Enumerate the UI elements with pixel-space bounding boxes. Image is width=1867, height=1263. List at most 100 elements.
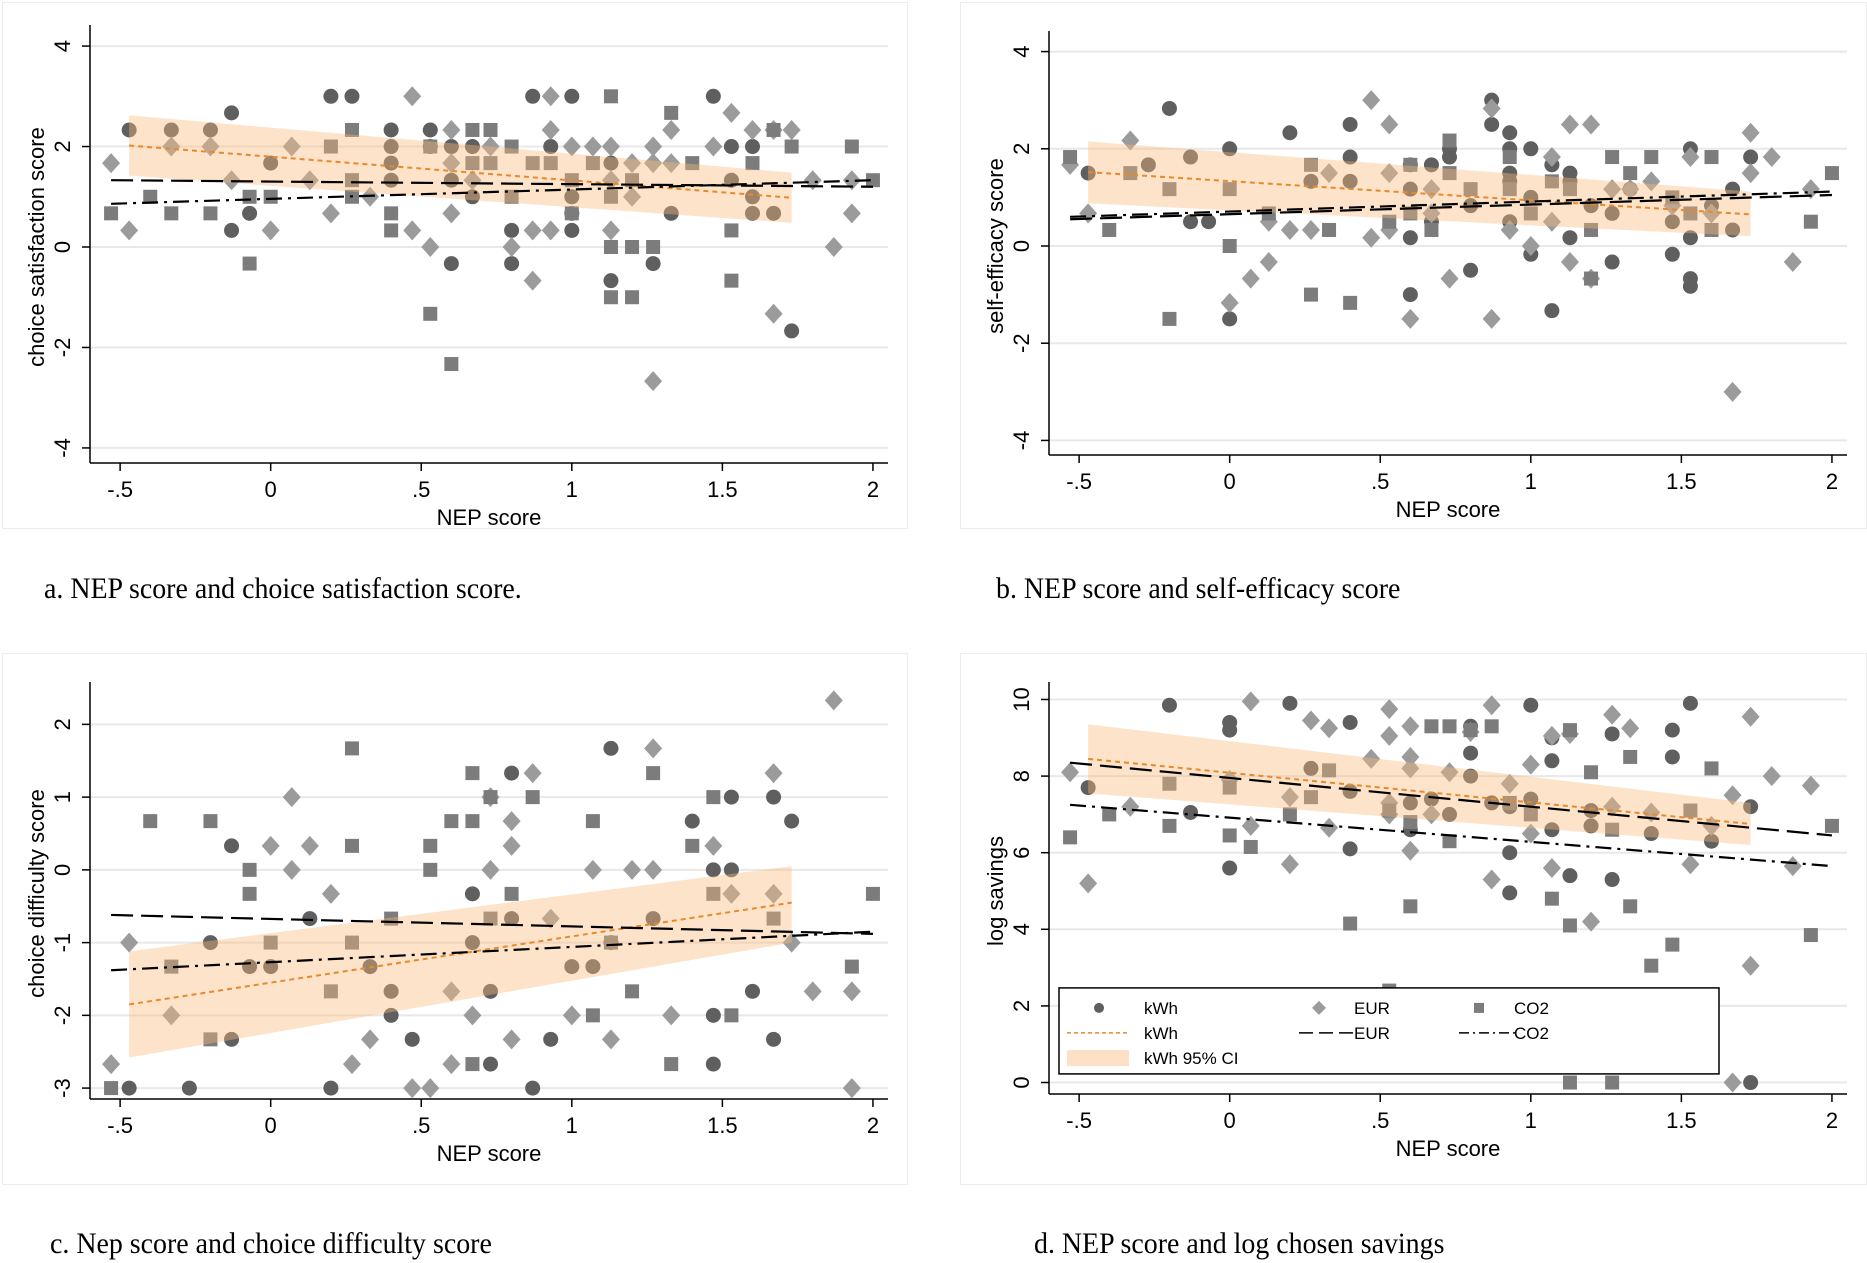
data-point-co2 (1162, 311, 1177, 326)
data-point-kwh (1222, 141, 1238, 157)
data-point-kwh (224, 1031, 240, 1047)
data-point-co2 (483, 156, 498, 171)
data-point-kwh (383, 155, 399, 171)
x-axis-title: NEP score (1396, 497, 1501, 522)
data-point-eur (644, 859, 663, 880)
data-point-eur (644, 136, 663, 157)
data-point-co2 (423, 838, 438, 853)
data-point-co2 (724, 273, 739, 288)
data-point-eur (442, 1054, 461, 1075)
data-point-kwh (1463, 262, 1479, 278)
data-point-co2 (1665, 937, 1680, 952)
y-tick-label: -2 (1009, 333, 1034, 353)
data-point-kwh (1544, 822, 1560, 838)
data-point-kwh (1183, 214, 1199, 230)
data-point-eur (502, 811, 521, 832)
data-point-kwh (383, 122, 399, 138)
legend-label: EUR (1354, 1024, 1390, 1043)
y-tick-label: -2 (50, 1006, 75, 1026)
eur-fit-line (1070, 193, 1832, 221)
legend-box (1058, 987, 1720, 1075)
data-point-kwh (224, 105, 240, 121)
chart-panel-b: -4 -2 0 2 4 -.5 0 .5 1 1.5 2 NEP score self-efficacy… (960, 2, 1867, 529)
data-point-co2 (323, 984, 338, 999)
data-point-eur (1401, 746, 1420, 767)
data-point-co2 (1584, 222, 1599, 237)
data-point-eur (1362, 227, 1381, 248)
y-tick-label: 8 (1009, 770, 1034, 782)
data-point-kwh (525, 88, 541, 104)
data-point-eur (1681, 147, 1700, 168)
data-point-co2 (1584, 765, 1599, 780)
data-point-kwh (705, 1056, 721, 1072)
data-point-kwh (1664, 749, 1680, 765)
data-point-co2 (1463, 182, 1478, 197)
data-point-kwh (705, 862, 721, 878)
data-point-eur (662, 153, 681, 174)
data-point-kwh (1140, 157, 1156, 173)
data-point-co2 (724, 223, 739, 238)
data-point-co2 (203, 814, 218, 829)
data-point-co2 (1584, 271, 1599, 286)
data-point-co2 (1605, 822, 1620, 837)
data-point-co2 (766, 122, 781, 137)
data-point-kwh (1201, 214, 1217, 230)
x-axis-title: NEP score (1396, 1136, 1501, 1161)
data-point-eur (201, 136, 220, 157)
data-point-kwh (744, 139, 760, 155)
data-point-eur (1702, 203, 1721, 224)
data-point-kwh (684, 813, 700, 829)
data-point-eur (1401, 308, 1420, 329)
data-point-kwh (1222, 860, 1238, 876)
data-point-kwh (723, 139, 739, 155)
data-point-eur (782, 932, 801, 953)
kwh-ci-band (1088, 724, 1751, 846)
data-point-co2 (465, 814, 480, 829)
data-point-co2 (1803, 928, 1818, 943)
data-point-co2 (164, 959, 179, 974)
data-point-co2 (344, 838, 359, 853)
data-point-eur (1603, 704, 1622, 725)
data-point-co2 (1063, 830, 1078, 845)
data-point-co2 (865, 173, 880, 188)
data-point-eur (1380, 163, 1399, 184)
data-point-co2 (465, 1057, 480, 1072)
data-point-co2 (1442, 166, 1457, 181)
data-point-eur (342, 1054, 361, 1075)
data-point-eur (623, 859, 642, 880)
eur-fit-line (111, 913, 873, 935)
data-point-eur (120, 932, 139, 953)
data-point-kwh (564, 189, 580, 205)
legend-label: kWh (1144, 999, 1178, 1018)
y-tick-label: -2 (50, 338, 75, 358)
data-point-eur (662, 1005, 681, 1026)
data-point-eur (1723, 1072, 1742, 1093)
data-point-eur (1681, 854, 1700, 875)
data-point-co2 (1502, 182, 1517, 197)
data-point-eur (1542, 211, 1561, 232)
data-point-kwh (323, 88, 339, 104)
data-point-co2 (1162, 818, 1177, 833)
data-point-kwh (1161, 100, 1177, 116)
data-point-eur (782, 119, 801, 140)
data-point-co2 (1243, 839, 1258, 854)
data-point-co2 (685, 156, 700, 171)
legend-label: kWh 95% CI (1144, 1049, 1238, 1068)
data-point-eur (541, 119, 560, 140)
kwh-fit-line (1088, 171, 1751, 216)
data-point-kwh (1604, 726, 1620, 742)
data-point-kwh (1544, 303, 1560, 319)
data-point-eur (1762, 766, 1781, 787)
data-point-kwh (1523, 697, 1539, 713)
data-point-kwh (1664, 214, 1680, 230)
data-point-co2 (1303, 157, 1318, 172)
data-point-co2 (1222, 780, 1237, 795)
data-point-kwh (525, 1080, 541, 1096)
data-point-kwh (1562, 868, 1578, 884)
data-point-co2 (625, 240, 640, 254)
y-tick-label: -1 (50, 933, 75, 953)
data-point-kwh (464, 935, 480, 951)
data-point-kwh (1703, 833, 1719, 849)
data-point-eur (1401, 758, 1420, 779)
data-point-co2 (384, 206, 399, 221)
